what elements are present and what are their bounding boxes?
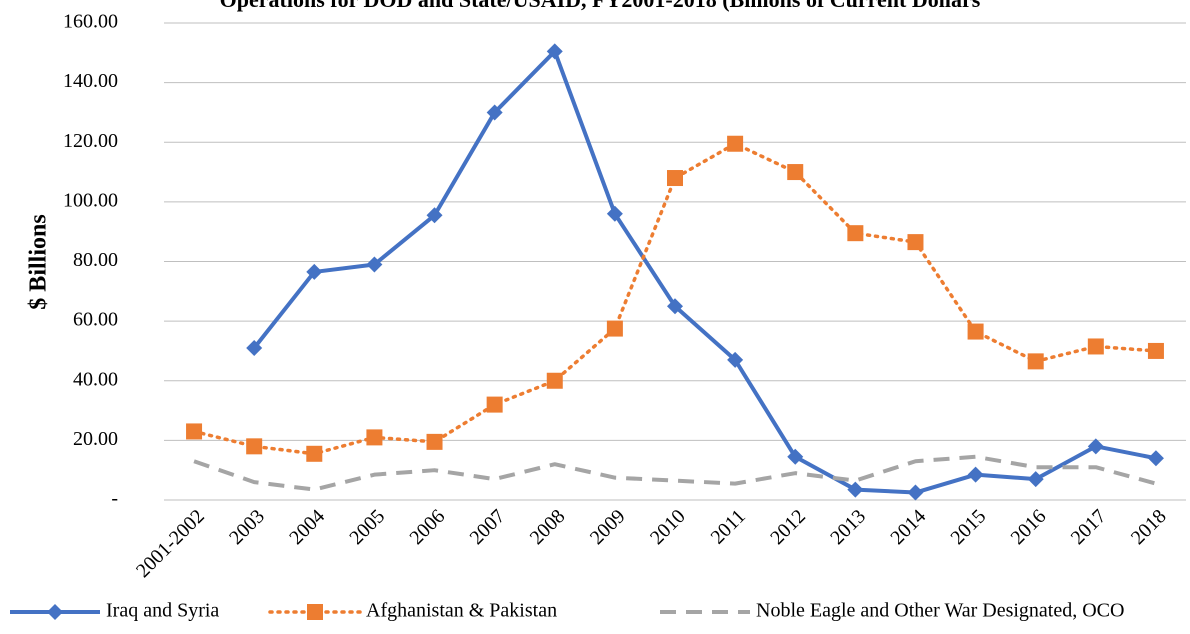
data-point [967, 323, 984, 340]
x-tick-label: 2003 [225, 505, 269, 549]
x-tick-label: 2001-2002 [132, 505, 209, 582]
data-point [847, 481, 864, 498]
data-point [667, 170, 683, 187]
y-tick-label: 40.00 [73, 368, 118, 390]
data-point [967, 466, 984, 483]
y-tick-label: 20.00 [73, 428, 118, 450]
y-tick-label: - [111, 488, 118, 510]
data-point [1087, 438, 1104, 455]
data-point [1027, 353, 1044, 370]
series-line [252, 49, 1157, 495]
data-point [486, 396, 503, 413]
y-axis-label: $ Billions [26, 214, 52, 309]
x-tick-label: 2017 [1067, 505, 1111, 549]
x-tick-label: 2006 [405, 505, 449, 549]
x-tick-label: 2007 [466, 505, 510, 549]
x-tick-label: 2004 [285, 505, 329, 549]
x-tick-label: 2016 [1007, 505, 1051, 549]
x-tick-label: 2005 [345, 505, 389, 549]
y-tick-label: 120.00 [63, 130, 118, 152]
y-tick-label: 140.00 [63, 70, 118, 92]
data-point [606, 320, 623, 337]
data-point [186, 423, 203, 440]
data-point [306, 445, 323, 462]
x-tick-label: 2010 [646, 505, 690, 549]
x-tick-label: 2012 [766, 505, 810, 549]
data-point [366, 256, 383, 273]
data-point [847, 225, 864, 242]
x-tick-label: 2014 [886, 505, 930, 549]
data-point [486, 104, 503, 121]
data-point [907, 234, 924, 251]
data-point [1027, 471, 1044, 488]
x-tick-label: 2013 [826, 505, 870, 549]
data-point [546, 372, 563, 389]
data-point [426, 433, 443, 450]
data-point [366, 429, 383, 446]
legend-marker [47, 604, 63, 620]
data-point [667, 298, 683, 315]
data-point [787, 448, 804, 465]
x-tick-label: 2018 [1127, 505, 1171, 549]
data-point [1147, 342, 1164, 359]
data-point [787, 164, 804, 181]
data-point [1087, 338, 1104, 355]
data-point [727, 351, 744, 368]
x-tick-label: 2015 [947, 505, 991, 549]
data-point [426, 207, 443, 224]
data-point [546, 43, 563, 60]
data-point [246, 339, 263, 356]
y-tick-label: 80.00 [73, 249, 118, 271]
data-point [606, 205, 623, 222]
y-tick-label: 100.00 [63, 189, 118, 211]
legend-label: Afghanistan & Pakistan [366, 600, 557, 622]
x-tick-label: 2008 [526, 505, 570, 549]
data-point [306, 263, 323, 280]
y-tick-label: 60.00 [73, 309, 118, 331]
data-point [907, 484, 924, 501]
x-tick-label: 2009 [586, 505, 630, 549]
data-point [727, 135, 744, 152]
series-line [193, 454, 1157, 492]
y-tick-label: 160.00 [63, 11, 118, 33]
x-tick-label: 2011 [707, 505, 750, 548]
chart-title: Operations for DOD and State/USAID, FY20… [220, 0, 981, 12]
legend-label: Noble Eagle and Other War Designated, OC… [756, 600, 1124, 622]
data-point [1147, 450, 1164, 467]
legend-label: Iraq and Syria [106, 600, 219, 622]
legend-marker [307, 604, 323, 620]
series-line [192, 141, 1158, 456]
data-point [246, 438, 263, 455]
